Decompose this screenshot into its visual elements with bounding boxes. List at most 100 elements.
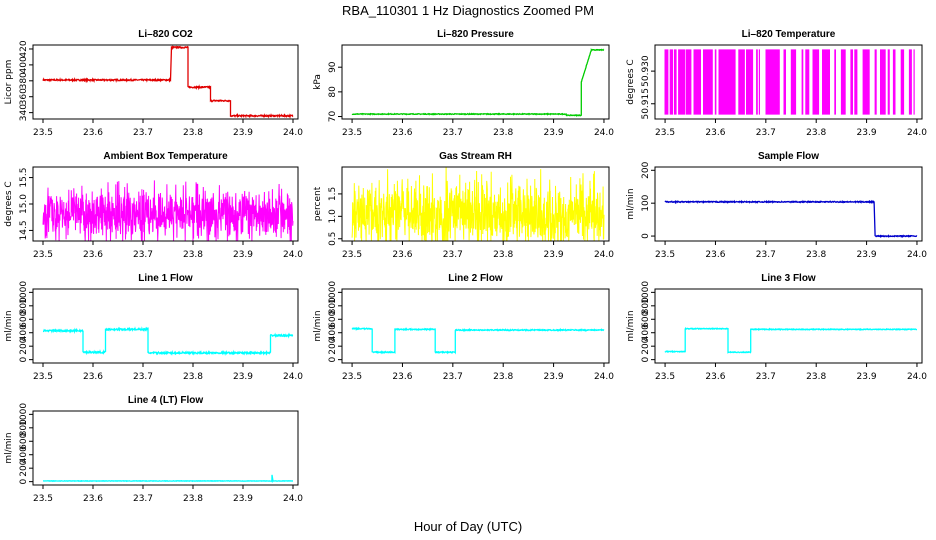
y-tick-label: 90 <box>328 61 338 73</box>
y-tick-label: 420 <box>19 40 29 57</box>
x-tick-label: 23.9 <box>544 250 564 260</box>
y-tick-label: 1000 <box>19 403 29 426</box>
y-tick-label: 600 <box>19 432 29 449</box>
panel-ylabel: degrees C <box>4 181 14 226</box>
y-tick-label: 70 <box>328 111 338 123</box>
series-sample_flow <box>664 199 918 239</box>
series-band <box>664 49 915 115</box>
x-tick-label: 23.8 <box>493 128 513 138</box>
x-tick-label: 23.5 <box>342 372 362 382</box>
y-tick-label: 200 <box>328 337 338 354</box>
plot-frame <box>32 44 299 120</box>
x-tick-label: 23.6 <box>83 250 103 260</box>
y-tick-label: 200 <box>641 337 651 354</box>
x-tick-label: 23.5 <box>655 372 675 382</box>
x-tick-label: 24.0 <box>594 128 614 138</box>
x-tick-label: 23.9 <box>233 128 253 138</box>
x-tick-label: 23.5 <box>33 128 53 138</box>
panel-title: Line 4 (LT) Flow <box>128 395 204 406</box>
series-line <box>43 326 294 357</box>
y-tick-label: 600 <box>19 310 29 327</box>
y-tick-label: 15.0 <box>19 194 29 214</box>
x-tick-label: 23.7 <box>756 250 776 260</box>
series-line <box>42 45 294 119</box>
x-tick-label: 23.9 <box>857 372 877 382</box>
x-tick-label: 23.8 <box>493 250 513 260</box>
series-line <box>664 199 918 239</box>
x-tick-label: 23.8 <box>493 372 513 382</box>
x-tick-label: 23.7 <box>443 372 463 382</box>
figure-title: RBA_110301 1 Hz Diagnostics Zoomed PM <box>342 3 594 18</box>
y-tick-label: 800 <box>19 297 29 314</box>
x-tick-label: 23.6 <box>705 250 725 260</box>
y-tick-label: 400 <box>19 56 29 73</box>
y-tick-label: 800 <box>328 297 338 314</box>
y-tick-label: 200 <box>19 337 29 354</box>
x-tick-label: 23.9 <box>857 128 877 138</box>
x-tick-label: 23.6 <box>83 494 103 504</box>
panel-licor_temp: Li–820 Temperature degrees C 23.5 23.6 23.7 2… <box>626 29 927 138</box>
series-co2 <box>42 45 294 119</box>
x-tick-label: 23.6 <box>705 128 725 138</box>
series-licor_temp <box>664 49 915 115</box>
series-rh <box>351 166 605 242</box>
panel-line3: Line 3 Flow ml/min 23.5 23.6 23.7 23.8 23.9 24.… <box>626 273 927 382</box>
plot-frame <box>341 44 610 120</box>
panel-ylabel: ml/min <box>626 310 636 341</box>
series-line4 <box>43 474 293 484</box>
panel-ylabel: ml/min <box>4 310 14 341</box>
series-line <box>351 166 605 242</box>
x-tick-label: 24.0 <box>594 250 614 260</box>
x-tick-label: 24.0 <box>907 372 927 382</box>
x-tick-label: 24.0 <box>283 372 303 382</box>
y-tick-label: 200 <box>19 459 29 476</box>
x-tick-label: 23.8 <box>183 250 203 260</box>
panel-title: Li–820 Temperature <box>742 29 836 40</box>
x-tick-label: 23.8 <box>183 372 203 382</box>
y-tick-label: 400 <box>641 324 651 341</box>
figure-xlabel: Hour of Day (UTC) <box>414 519 522 534</box>
x-tick-label: 23.9 <box>233 494 253 504</box>
y-tick-label: 1.0 <box>328 209 338 224</box>
panel-ylabel: Licor ppm <box>4 60 14 105</box>
panel-co2: Li–820 CO2 Licor ppm 23.5 23.6 23.7 23.8 23.9 2… <box>4 29 303 138</box>
x-tick-label: 23.6 <box>392 372 412 382</box>
plot-frame <box>654 288 923 364</box>
x-tick-label: 23.5 <box>33 372 53 382</box>
panel-line1: Line 1 Flow ml/min 23.5 23.6 23.7 23.8 23.9 24.… <box>4 273 303 382</box>
panel-ylabel: ml/min <box>313 310 323 341</box>
panel-title: Li–820 Pressure <box>437 29 514 40</box>
x-tick-label: 23.7 <box>133 494 153 504</box>
x-tick-label: 23.9 <box>544 372 564 382</box>
plot-frame <box>341 288 610 364</box>
x-tick-label: 23.8 <box>183 128 203 138</box>
y-tick-label: 1.5 <box>328 187 338 201</box>
panel-sample_flow: Sample Flow ml/min 23.5 23.6 23.7 23.8 23.9 24.… <box>626 151 927 260</box>
y-tick-label: 0 <box>328 357 338 363</box>
y-tick-label: 0.5 <box>328 232 338 246</box>
x-tick-label: 24.0 <box>283 494 303 504</box>
y-tick-label: 800 <box>19 419 29 436</box>
x-tick-label: 23.7 <box>443 128 463 138</box>
plot-frame <box>341 166 610 242</box>
panels: Li–820 CO2 Licor ppm 23.5 23.6 23.7 23.8 23.9 2… <box>4 29 927 504</box>
y-tick-label: 380 <box>19 72 29 89</box>
x-tick-label: 23.6 <box>392 250 412 260</box>
x-tick-label: 24.0 <box>283 250 303 260</box>
x-tick-label: 23.5 <box>342 250 362 260</box>
panel-ylabel: kPa <box>313 74 323 90</box>
panel-ylabel: ml/min <box>626 188 636 219</box>
x-tick-label: 24.0 <box>283 128 303 138</box>
y-tick-label: 1000 <box>328 281 338 304</box>
y-tick-label: 0 <box>641 357 651 363</box>
x-tick-label: 23.8 <box>806 128 826 138</box>
y-tick-label: 600 <box>328 310 338 327</box>
panel-title: Gas Stream RH <box>439 151 512 162</box>
x-tick-label: 23.5 <box>33 250 53 260</box>
y-tick-label: 360 <box>19 88 29 105</box>
panel-title: Line 2 Flow <box>448 273 503 284</box>
series-line <box>351 48 605 118</box>
y-tick-label: 0 <box>19 479 29 485</box>
x-tick-label: 24.0 <box>907 128 927 138</box>
